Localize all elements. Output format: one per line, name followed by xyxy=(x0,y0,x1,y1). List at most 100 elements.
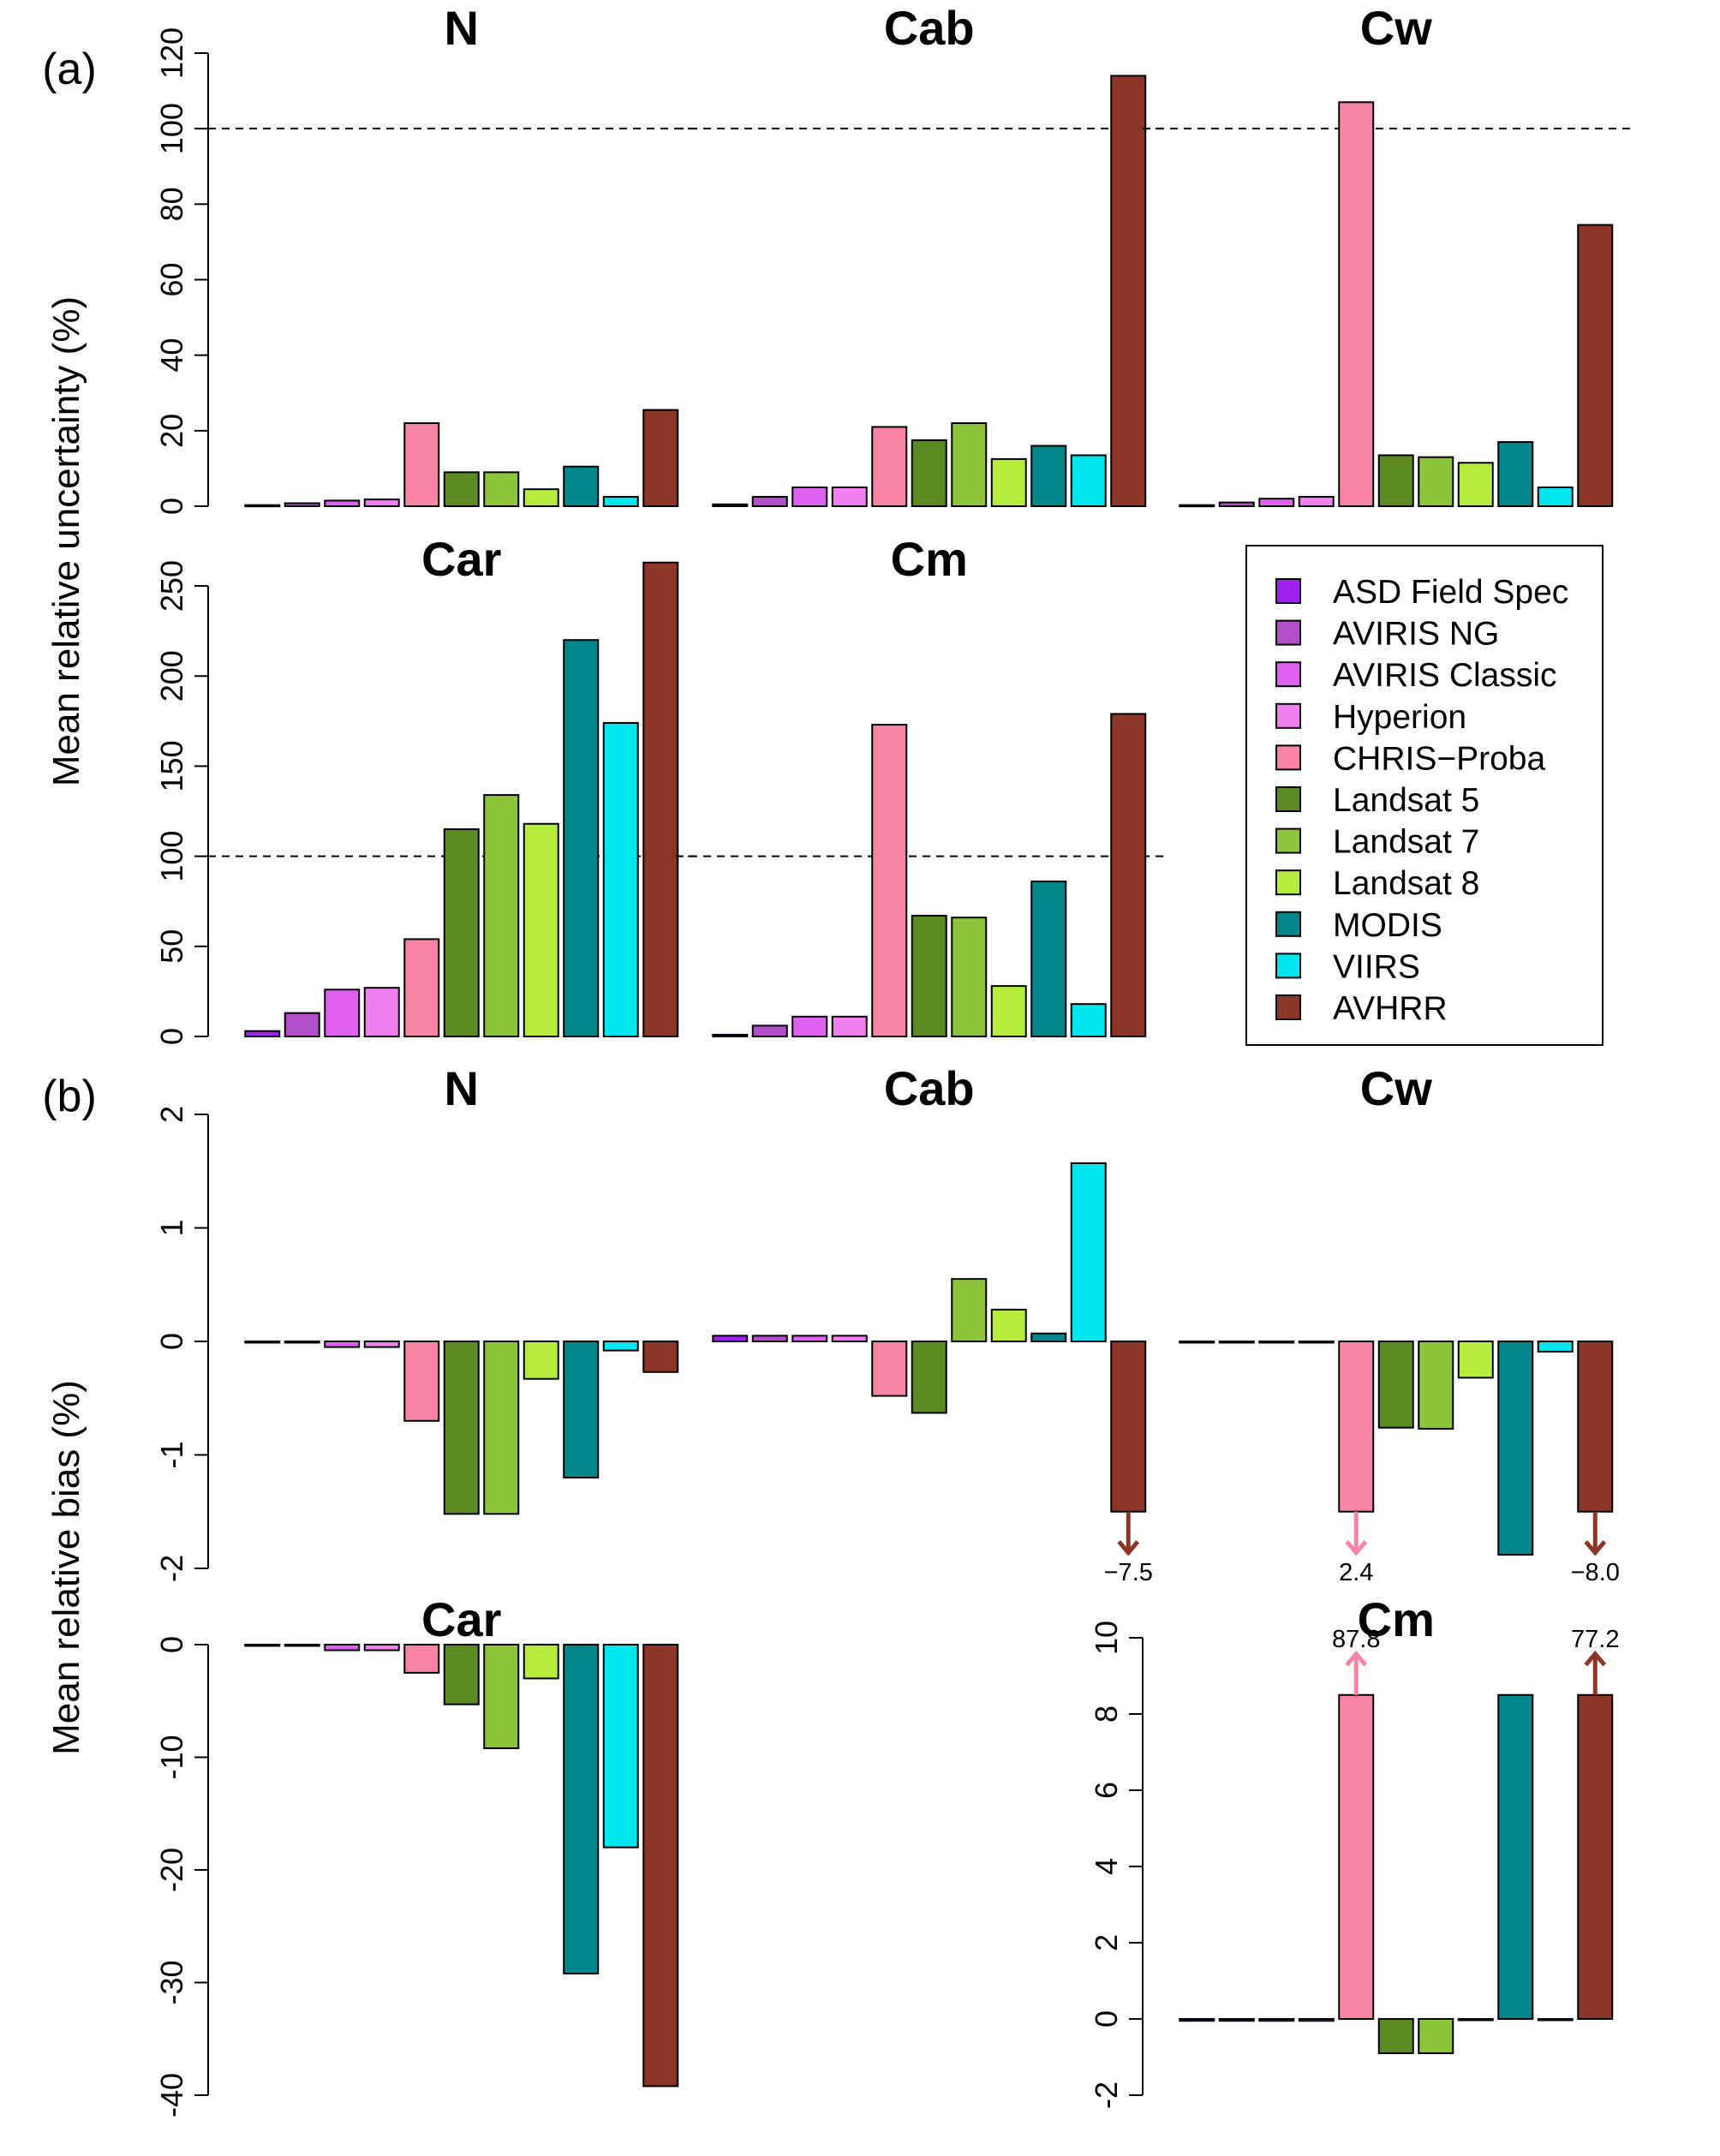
bar xyxy=(523,1341,559,1380)
bar xyxy=(1577,1693,1614,2020)
legend-swatch xyxy=(1275,578,1301,604)
y-tick-label: 8 xyxy=(1089,1705,1124,1723)
bar xyxy=(483,1341,520,1515)
bar xyxy=(1070,454,1107,507)
bar xyxy=(1418,456,1454,507)
legend-label: Landsat 8 xyxy=(1333,865,1479,902)
bar xyxy=(1537,486,1574,507)
legend-label: ASD Field Spec xyxy=(1333,574,1568,611)
y-tick-label: -40 xyxy=(154,2073,189,2117)
bar xyxy=(483,471,520,508)
bar xyxy=(443,1341,480,1515)
bar xyxy=(751,1335,788,1342)
panel-label: (b) xyxy=(42,1072,97,1121)
bar xyxy=(403,422,440,507)
bar xyxy=(712,1335,749,1342)
bar xyxy=(831,486,868,507)
bar xyxy=(1577,224,1614,507)
bar xyxy=(363,987,400,1037)
y-tick-label: -2 xyxy=(1089,2081,1124,2109)
legend-swatch xyxy=(1275,619,1301,646)
bar xyxy=(1110,75,1147,507)
bar xyxy=(1218,501,1255,508)
bar xyxy=(1030,881,1067,1037)
bar xyxy=(563,1644,600,1974)
legend-label: CHRIS−Proba xyxy=(1333,740,1545,777)
y-tick-label: 100 xyxy=(154,103,189,154)
bar xyxy=(602,721,639,1037)
bar xyxy=(403,1644,440,1674)
bar xyxy=(284,1012,320,1038)
bar xyxy=(403,1341,440,1422)
bar xyxy=(1298,495,1335,508)
panel-title: Cab xyxy=(884,1061,975,1115)
bar xyxy=(1179,2018,1215,2022)
bar xyxy=(244,504,281,508)
y-tick-label: 0 xyxy=(1089,2010,1124,2028)
bar xyxy=(1577,1341,1614,1513)
y-tick-label: 80 xyxy=(154,187,189,221)
bar xyxy=(1418,1341,1454,1430)
panel-title: Cw xyxy=(1360,1061,1432,1115)
y-tick-label: 150 xyxy=(154,740,189,791)
legend-label: AVHRR xyxy=(1333,990,1448,1027)
legend-label: AVIRIS Classic xyxy=(1333,657,1557,694)
bar xyxy=(1110,713,1147,1037)
bar xyxy=(712,1033,749,1037)
bar xyxy=(563,465,600,508)
value-label: −8.0 xyxy=(1571,1559,1620,1586)
bar xyxy=(363,499,400,508)
y-tick-label: 50 xyxy=(154,929,189,964)
y-axis-label: Mean relative uncertainty (%) xyxy=(45,296,87,786)
bar xyxy=(324,988,361,1038)
y-tick-label: -1 xyxy=(154,1441,189,1468)
y-axis-label: Mean relative bias (%) xyxy=(45,1380,87,1755)
bar xyxy=(1258,2018,1295,2022)
bar xyxy=(1179,1341,1215,1344)
bar xyxy=(284,1341,320,1344)
arrow-head xyxy=(1345,1650,1368,1667)
bar xyxy=(443,1644,480,1705)
bar xyxy=(1258,498,1295,508)
bar xyxy=(523,488,559,507)
legend-swatch xyxy=(1275,911,1301,937)
bar xyxy=(483,1644,520,1749)
bar xyxy=(1030,1332,1067,1342)
bar xyxy=(751,1024,788,1038)
bar xyxy=(1377,454,1414,507)
bar xyxy=(642,1341,679,1373)
bar xyxy=(1179,504,1215,508)
bar xyxy=(1030,445,1067,508)
bar xyxy=(244,1030,281,1037)
bar xyxy=(602,1644,639,1848)
legend-swatch xyxy=(1275,953,1301,979)
bar xyxy=(284,1644,320,1647)
y-tick-label: 60 xyxy=(154,262,189,296)
y-tick-label: 0 xyxy=(154,1636,189,1653)
y-tick-label: -20 xyxy=(154,1848,189,1892)
value-label: 77.2 xyxy=(1571,1626,1619,1653)
bar xyxy=(791,1335,828,1342)
legend-swatch xyxy=(1275,786,1301,812)
bar xyxy=(1377,1341,1414,1429)
panel-title: Cab xyxy=(884,1,975,55)
bar xyxy=(483,794,520,1037)
bar xyxy=(911,439,947,508)
bar xyxy=(244,1341,281,1344)
value-label: 87.8 xyxy=(1332,1626,1380,1653)
y-tick-label: -2 xyxy=(154,1555,189,1582)
bar xyxy=(1497,441,1534,508)
legend-label: Hyperion xyxy=(1333,699,1466,736)
panel-label: (a) xyxy=(42,45,97,94)
y-tick-label: 10 xyxy=(1089,1621,1124,1655)
y-tick-label: 2 xyxy=(154,1106,189,1123)
bar xyxy=(990,1308,1027,1343)
y-tick-label: 100 xyxy=(154,831,189,882)
bar xyxy=(443,828,480,1038)
y-tick-label: 250 xyxy=(154,560,189,612)
legend-label: VIIRS xyxy=(1333,948,1420,985)
bar xyxy=(1497,1341,1534,1556)
arrow-head xyxy=(1345,1540,1368,1556)
y-tick-label: -30 xyxy=(154,1960,189,2004)
